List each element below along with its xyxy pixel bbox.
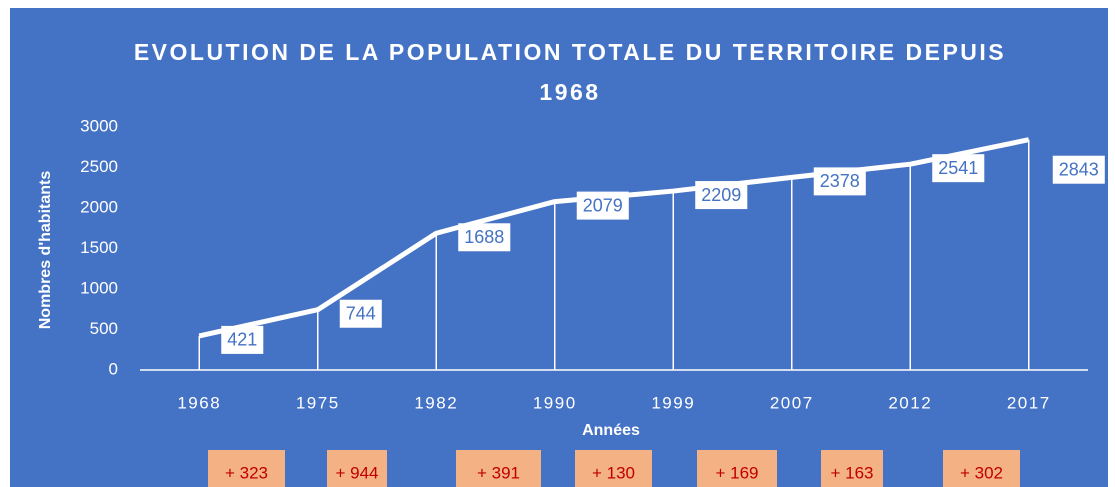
y-tick-label: 2500 — [80, 157, 118, 176]
increment-box — [327, 450, 387, 487]
increment-box — [208, 450, 285, 487]
data-label: 2378 — [820, 171, 860, 191]
data-label: 2541 — [938, 158, 978, 178]
y-tick-label: 0 — [109, 359, 118, 378]
x-tick-label: 1990 — [533, 393, 577, 412]
data-label: 744 — [346, 303, 376, 323]
x-tick-label: 1968 — [177, 393, 221, 412]
data-label: 421 — [227, 330, 257, 350]
increment-box — [456, 450, 541, 487]
data-label: 2209 — [701, 185, 741, 205]
data-label-box — [458, 223, 511, 252]
x-tick-label: 1999 — [651, 393, 695, 412]
increment-box — [697, 450, 777, 487]
data-label-box — [813, 167, 866, 196]
x-tick-label: 2012 — [888, 393, 932, 412]
x-tick-label: 2017 — [1007, 393, 1051, 412]
increment-box — [575, 450, 652, 487]
data-label: 2079 — [583, 195, 623, 215]
chart-title: EVOLUTION DE LA POPULATION TOTALE DU TER… — [133, 39, 1007, 105]
increment-label: + 323 — [225, 463, 268, 482]
y-axis-label: Nombres d'habitants — [37, 171, 54, 330]
increment-label: + 169 — [715, 463, 758, 482]
y-tick-label: 1000 — [80, 278, 118, 297]
chart-background — [10, 8, 1108, 487]
increment-label: + 944 — [335, 463, 378, 482]
data-label-box — [221, 325, 264, 354]
y-tick-label: 1500 — [80, 238, 118, 257]
data-label-box — [576, 191, 629, 220]
increment-label: + 163 — [830, 463, 873, 482]
increment-label: + 302 — [960, 463, 1003, 482]
increment-label: + 130 — [592, 463, 635, 482]
data-label-box — [339, 299, 382, 328]
y-tick-label: 500 — [90, 319, 118, 338]
x-tick-label: 2007 — [770, 393, 814, 412]
data-label: 1688 — [464, 227, 504, 247]
y-tick-label: 2000 — [80, 197, 118, 216]
increment-box — [821, 450, 883, 487]
x-tick-label: 1982 — [414, 393, 458, 412]
increment-label: + 391 — [477, 463, 520, 482]
y-tick-label: 3000 — [80, 116, 118, 135]
increment-box — [943, 450, 1020, 487]
data-label: 2843 — [1059, 159, 1099, 179]
data-label-box — [695, 181, 748, 210]
data-label-box — [1052, 155, 1105, 184]
data-label-box — [932, 154, 985, 183]
x-axis-label: Années — [582, 422, 640, 439]
x-tick-label: 1975 — [296, 393, 340, 412]
